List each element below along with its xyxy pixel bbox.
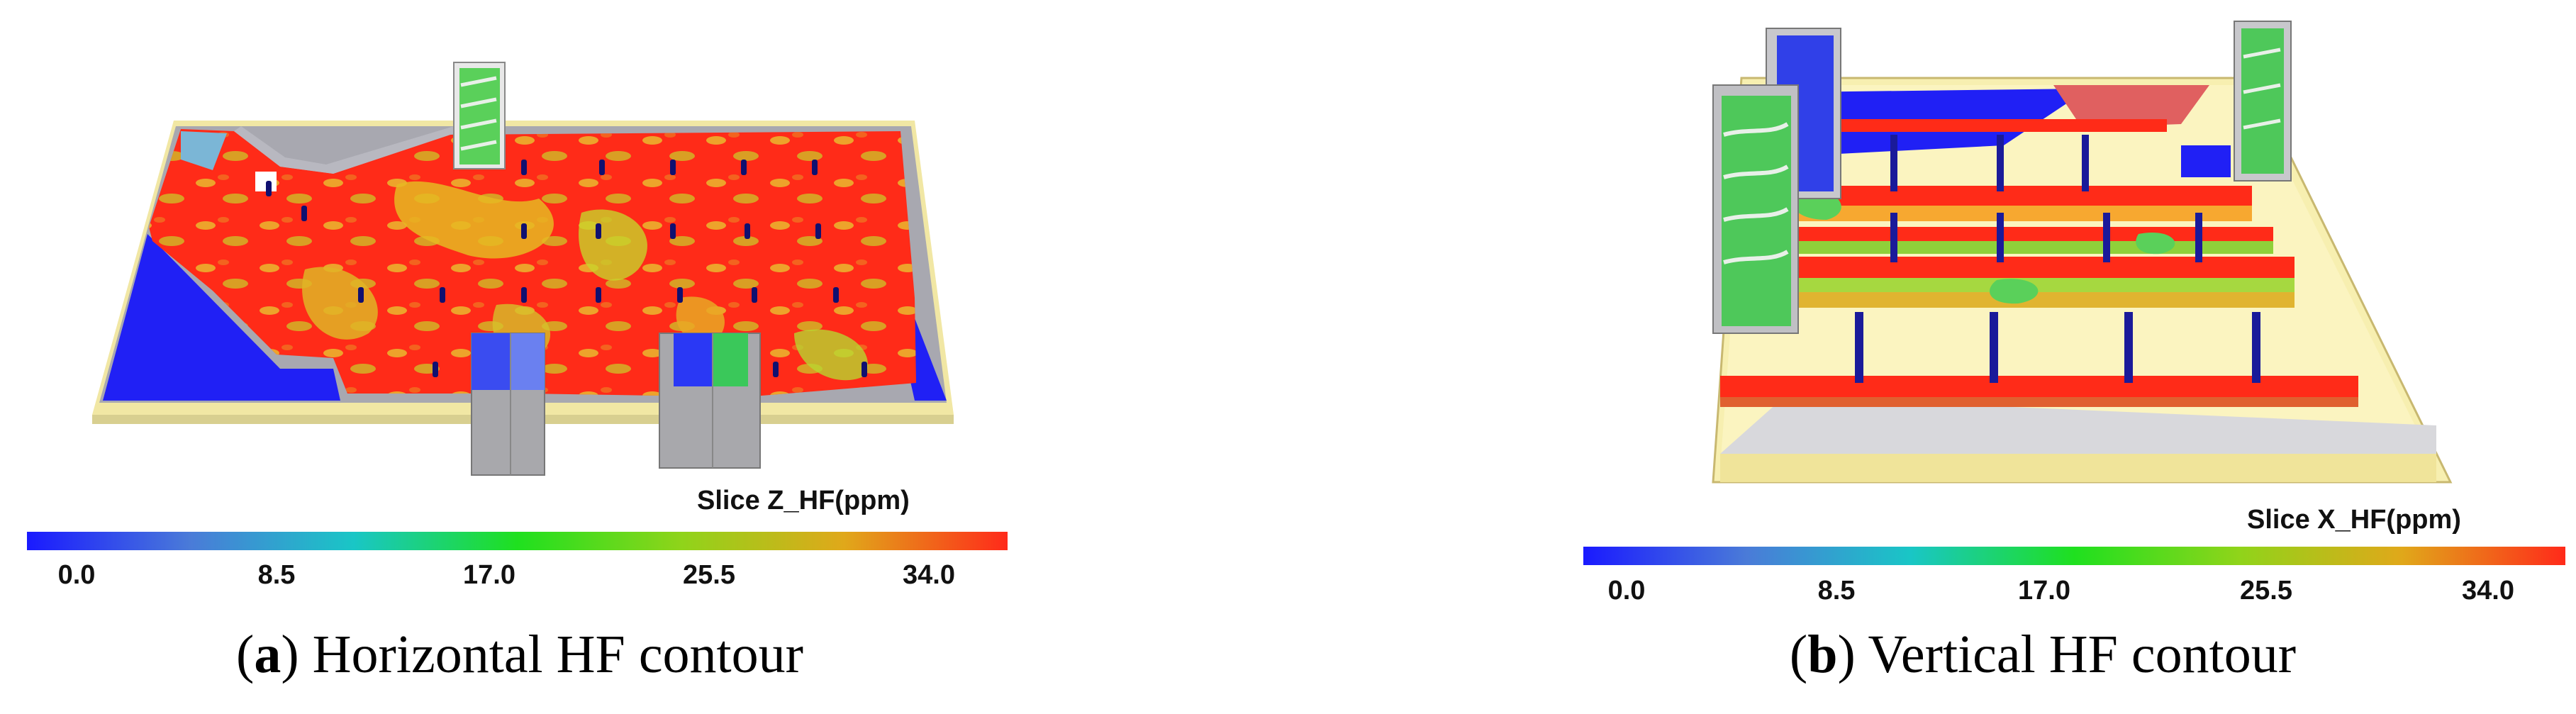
colorbar bbox=[27, 532, 1008, 550]
colorbar-tick: 17.0 bbox=[463, 560, 515, 590]
colorbar-tick: 0.0 bbox=[57, 560, 96, 590]
panel-b-vertical-contour: Slice X_HF(ppm) 0.0 8.5 17.0 25.5 34.0 (… bbox=[1288, 0, 2576, 714]
panel-a-horizontal-contour: Slice Z_HF(ppm) 0.0 8.5 17.0 25.5 34.0 (… bbox=[27, 62, 1008, 684]
colorbar-tick: 8.5 bbox=[1817, 576, 1856, 606]
stairwell-tower-top bbox=[453, 62, 506, 169]
caption-b: (b) Vertical HF contour bbox=[1789, 625, 2297, 684]
caption-letter: b bbox=[1807, 625, 1838, 684]
stairwell-tower-left bbox=[1712, 28, 1841, 334]
colorbar-tick: 25.5 bbox=[2240, 576, 2292, 606]
caption-text: Vertical HF contour bbox=[1868, 625, 2297, 684]
stairwell-tower-right bbox=[659, 333, 761, 469]
pillar-markers bbox=[266, 160, 867, 377]
legend-title: Slice Z_HF(ppm) bbox=[697, 486, 910, 515]
colorbar-tick: 17.0 bbox=[2018, 576, 2070, 606]
column-markers bbox=[1855, 135, 2260, 383]
colorbar-tick: 25.5 bbox=[683, 560, 735, 590]
caption-text: Horizontal HF contour bbox=[312, 625, 803, 684]
stairwell-tower-right bbox=[2234, 21, 2292, 182]
colorbar-tick: 34.0 bbox=[2462, 576, 2514, 606]
colorbar-tick: 8.5 bbox=[257, 560, 296, 590]
legend-title: Slice X_HF(ppm) bbox=[2247, 505, 2461, 535]
caption-letter: a bbox=[254, 625, 281, 684]
horizontal-contour-plot bbox=[92, 62, 954, 476]
vertical-contour-plot bbox=[1712, 21, 2453, 484]
caption-a: (a) Horizontal HF contour bbox=[236, 625, 803, 684]
colorbar-tick: 34.0 bbox=[903, 560, 955, 590]
colorbar-tick: 0.0 bbox=[1607, 576, 1646, 606]
low-concentration-region bbox=[103, 234, 340, 401]
colorbar bbox=[1583, 547, 2565, 565]
stairwell-tower-left bbox=[471, 333, 545, 476]
